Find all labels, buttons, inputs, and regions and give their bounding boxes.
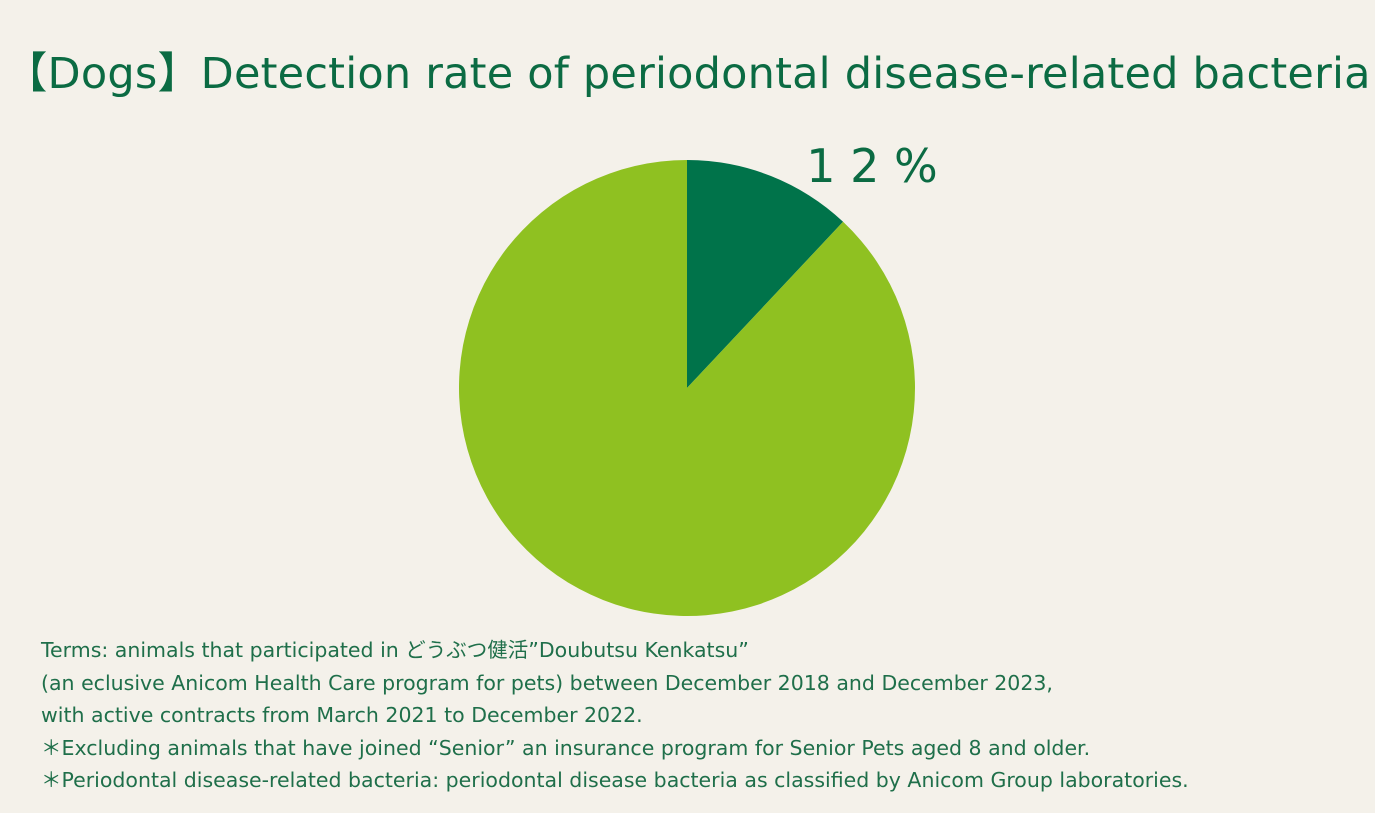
footnote-program: (an eclusive Anicom Health Care program … [41, 670, 1053, 695]
footnote-terms: Terms: animals that participated in どうぶつ… [41, 638, 749, 662]
footnotes: Terms: animals that participated in どうぶつ… [41, 634, 1361, 797]
footnote-exclusion: ＊Excluding animals that have joined “Sen… [41, 735, 1091, 760]
footnote-contracts: with active contracts from March 2021 to… [41, 703, 643, 727]
chart-title: 【Dogs】Detection rate of periodontal dise… [4, 49, 1371, 99]
pie-slices [458, 160, 915, 616]
pie-slice-detected [687, 160, 844, 388]
footnote-definition: ＊Periodontal disease-related bacteria: p… [41, 768, 1189, 792]
pie-slice-not-detected [458, 160, 915, 616]
slice-label-detected: 1 2 % [806, 139, 938, 193]
